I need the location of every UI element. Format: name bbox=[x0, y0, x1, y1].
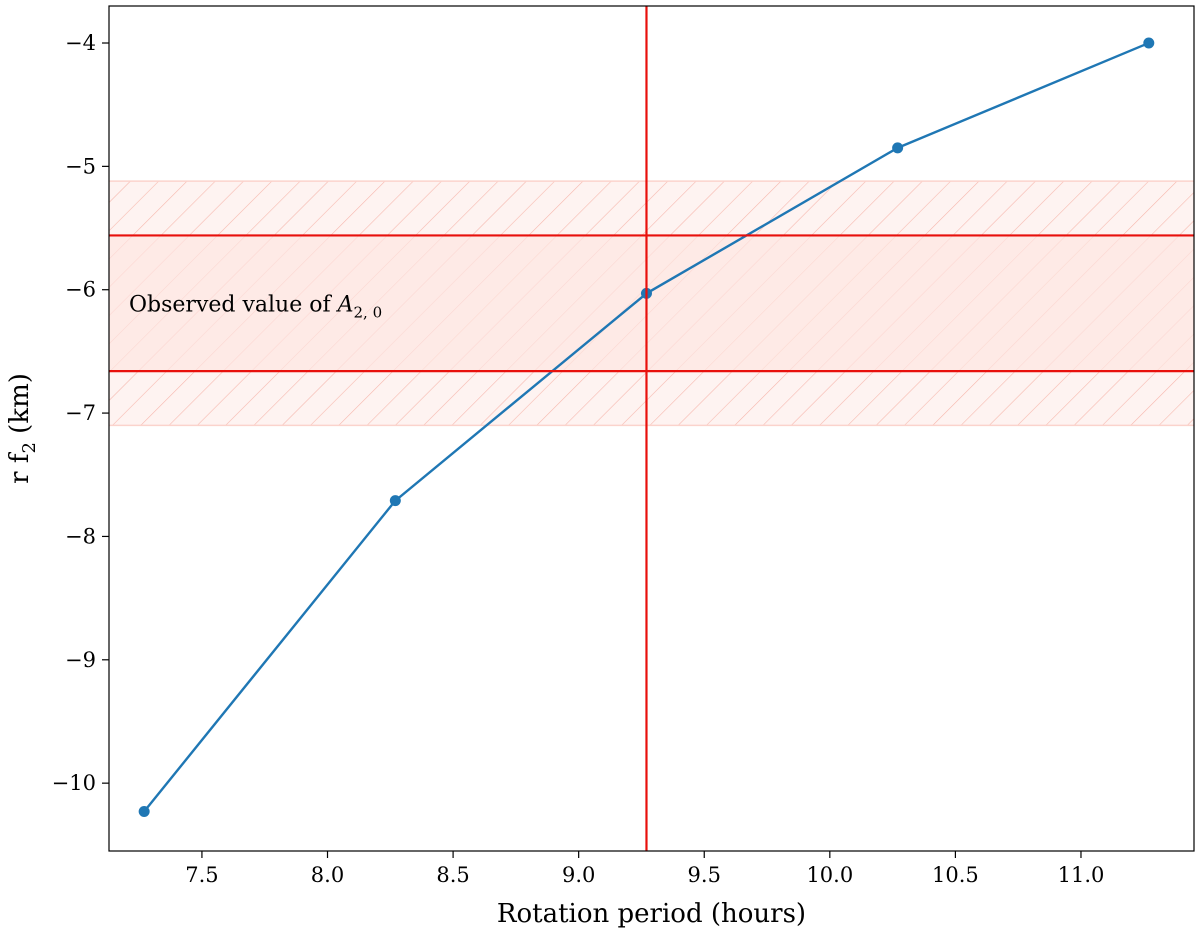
y-tick-label: −7 bbox=[65, 401, 96, 425]
y-tick-label: −6 bbox=[65, 278, 96, 302]
data-point-1 bbox=[389, 495, 401, 507]
y-tick-label: −4 bbox=[65, 31, 96, 55]
x-tick-label: 11.0 bbox=[1058, 863, 1105, 887]
y-tick-label: −5 bbox=[65, 154, 96, 178]
observed-band-layer bbox=[109, 180, 1194, 427]
y-axis-ticks: −10 −9 −8 −7 −6 −5 −4 bbox=[52, 31, 109, 795]
reference-lines-layer bbox=[109, 6, 1194, 851]
data-point-0 bbox=[138, 806, 150, 818]
observed-band-inner bbox=[109, 235, 1194, 372]
x-tick-label: 10.0 bbox=[806, 863, 853, 887]
y-tick-label: −10 bbox=[52, 771, 96, 795]
x-axis-ticks: 7.5 8.0 8.5 9.0 9.5 10.0 10.5 11.0 bbox=[185, 851, 1104, 887]
x-tick-label: 9.0 bbox=[562, 863, 595, 887]
x-tick-label: 7.5 bbox=[185, 863, 218, 887]
plot-frame bbox=[108, 5, 1195, 852]
data-point-4 bbox=[1143, 37, 1155, 49]
y-tick-label: −9 bbox=[65, 648, 96, 672]
x-tick-label: 8.5 bbox=[436, 863, 469, 887]
y-axis-label: r f2 (km) bbox=[5, 373, 40, 484]
data-point-3 bbox=[892, 142, 904, 154]
observed-band-label: Observed value of A2, 0 bbox=[129, 292, 382, 321]
x-tick-label: 10.5 bbox=[932, 863, 979, 887]
x-tick-label: 9.5 bbox=[688, 863, 721, 887]
x-tick-label: 8.0 bbox=[311, 863, 344, 887]
y-tick-label: −8 bbox=[65, 524, 96, 548]
x-axis-label: Rotation period (hours) bbox=[497, 899, 806, 929]
